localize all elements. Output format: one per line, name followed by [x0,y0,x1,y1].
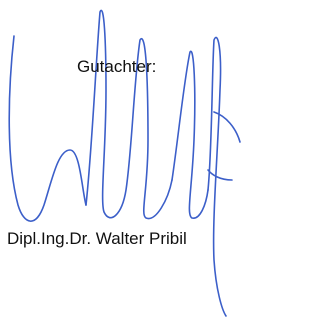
page: Gutachter: Dipl.Ing.Dr. Walter Pribil ((… [0,0,259,322]
signature-stroke [86,10,172,218]
signature [0,0,259,322]
signature-stroke [208,170,232,180]
signature-stroke [9,36,86,221]
signature-stroke [172,51,208,218]
title: Gutachter: [77,57,156,77]
signatory-name: Dipl.Ing.Dr. Walter Pribil [7,229,187,249]
